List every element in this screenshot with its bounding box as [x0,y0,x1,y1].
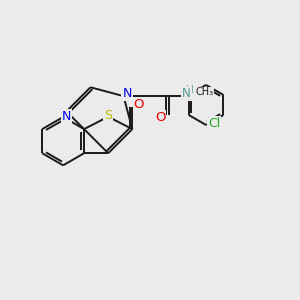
Text: O: O [155,111,165,124]
Text: O: O [134,98,144,111]
Text: CH₃: CH₃ [196,87,214,97]
Text: Cl: Cl [208,117,220,130]
Text: N: N [182,87,191,100]
Text: S: S [104,109,112,122]
Text: N: N [122,87,132,100]
Text: N: N [62,110,71,123]
Text: H: H [187,85,194,94]
